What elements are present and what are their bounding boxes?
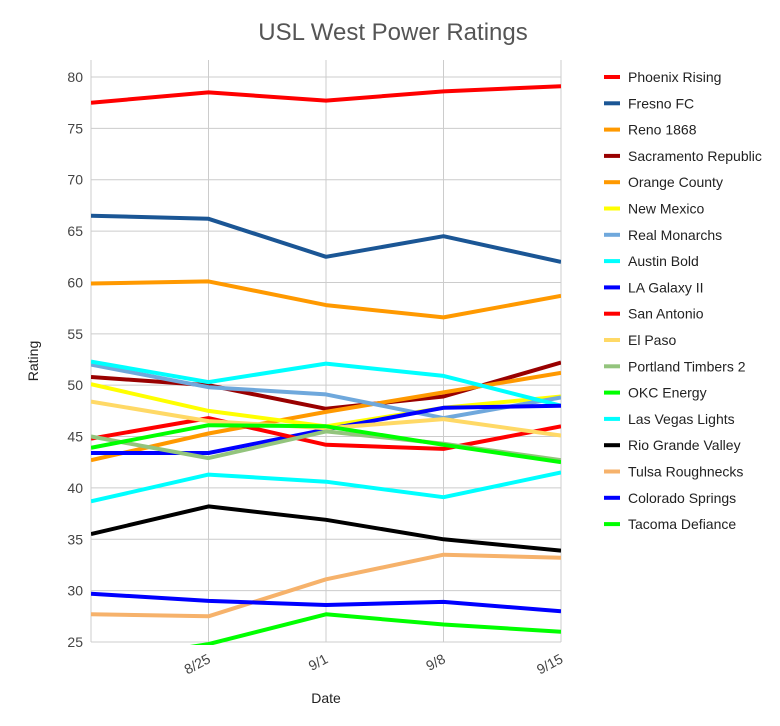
legend-label: LA Galaxy II: [628, 279, 703, 295]
series-line: [189, 612, 561, 645]
legend-label: San Antonio: [628, 306, 704, 322]
legend-label: Fresno FC: [628, 95, 694, 111]
y-tick-label: 65: [67, 223, 83, 239]
legend-label: Austin Bold: [628, 253, 699, 269]
legend-swatch: [604, 285, 620, 290]
series-line: [91, 279, 561, 320]
legend-swatch: [604, 390, 620, 395]
legend-swatch: [604, 416, 620, 421]
legend-swatch: [604, 153, 620, 158]
series-line: [91, 213, 561, 264]
legend-label: Tacoma Defiance: [628, 516, 736, 532]
y-tick-label: 30: [67, 583, 83, 599]
x-axis-title: Date: [311, 690, 341, 706]
legend-swatch: [604, 127, 620, 132]
series-line: [91, 362, 561, 421]
legend-label: Real Monarchs: [628, 227, 722, 243]
legend-swatch: [604, 311, 620, 316]
legend-label: Sacramento Republic: [628, 148, 762, 164]
x-tick-label: 9/1: [306, 650, 331, 673]
legend-label: Rio Grande Valley: [628, 437, 741, 453]
legend-label: Orange County: [628, 174, 723, 190]
y-tick-label: 75: [67, 120, 83, 136]
y-tick-label: 60: [67, 274, 83, 290]
series-line: [91, 552, 561, 619]
series-line: [91, 416, 561, 451]
series-lines: [91, 84, 561, 645]
x-axis-ticks: 8/25 9/1 9/8 9/15: [181, 650, 565, 677]
legend: Phoenix Rising Fresno FC Reno 1868 Sacramen…: [604, 69, 762, 532]
series-line: [91, 591, 561, 614]
legend-label: Colorado Springs: [628, 490, 736, 506]
y-tick-label: 40: [67, 480, 83, 496]
y-axis-ticks: 25 30 35 40 45 50 55 60 65 70 75 80: [67, 69, 83, 650]
y-tick-label: 45: [67, 429, 83, 445]
series-line: [91, 504, 561, 553]
series-line: [91, 470, 561, 504]
legend-label: OKC Energy: [628, 385, 707, 401]
legend-label: New Mexico: [628, 201, 704, 217]
gridlines: [90, 60, 562, 643]
chart-title: USL West Power Ratings: [258, 19, 527, 46]
y-tick-label: 70: [67, 172, 83, 188]
legend-swatch: [604, 495, 620, 500]
legend-swatch: [604, 443, 620, 448]
series-line: [91, 423, 561, 465]
legend-swatch: [604, 232, 620, 237]
legend-swatch: [604, 259, 620, 264]
legend-label: Phoenix Rising: [628, 69, 721, 85]
x-tick-label: 8/25: [181, 650, 213, 677]
legend-swatch: [604, 364, 620, 369]
y-tick-label: 35: [67, 531, 83, 547]
y-tick-label: 80: [67, 69, 83, 85]
legend-swatch: [604, 180, 620, 185]
legend-swatch: [604, 338, 620, 342]
series-line: [91, 84, 561, 105]
legend-swatch: [604, 206, 620, 211]
x-tick-label: 9/15: [534, 650, 566, 677]
x-tick-label: 9/8: [423, 650, 448, 673]
series-line: [91, 359, 561, 408]
y-axis-title: Rating: [25, 341, 41, 381]
legend-label: El Paso: [628, 332, 676, 348]
y-tick-label: 50: [67, 377, 83, 393]
legend-label: Las Vegas Lights: [628, 411, 735, 427]
legend-label: Reno 1868: [628, 122, 697, 138]
legend-swatch: [604, 101, 620, 106]
y-tick-label: 25: [67, 634, 83, 650]
legend-label: Tulsa Roughnecks: [628, 464, 743, 480]
legend-label: Portland Timbers 2: [628, 358, 746, 374]
legend-swatch: [604, 469, 620, 474]
y-tick-label: 55: [67, 326, 83, 342]
legend-swatch: [604, 522, 620, 527]
legend-swatch: [604, 75, 620, 79]
